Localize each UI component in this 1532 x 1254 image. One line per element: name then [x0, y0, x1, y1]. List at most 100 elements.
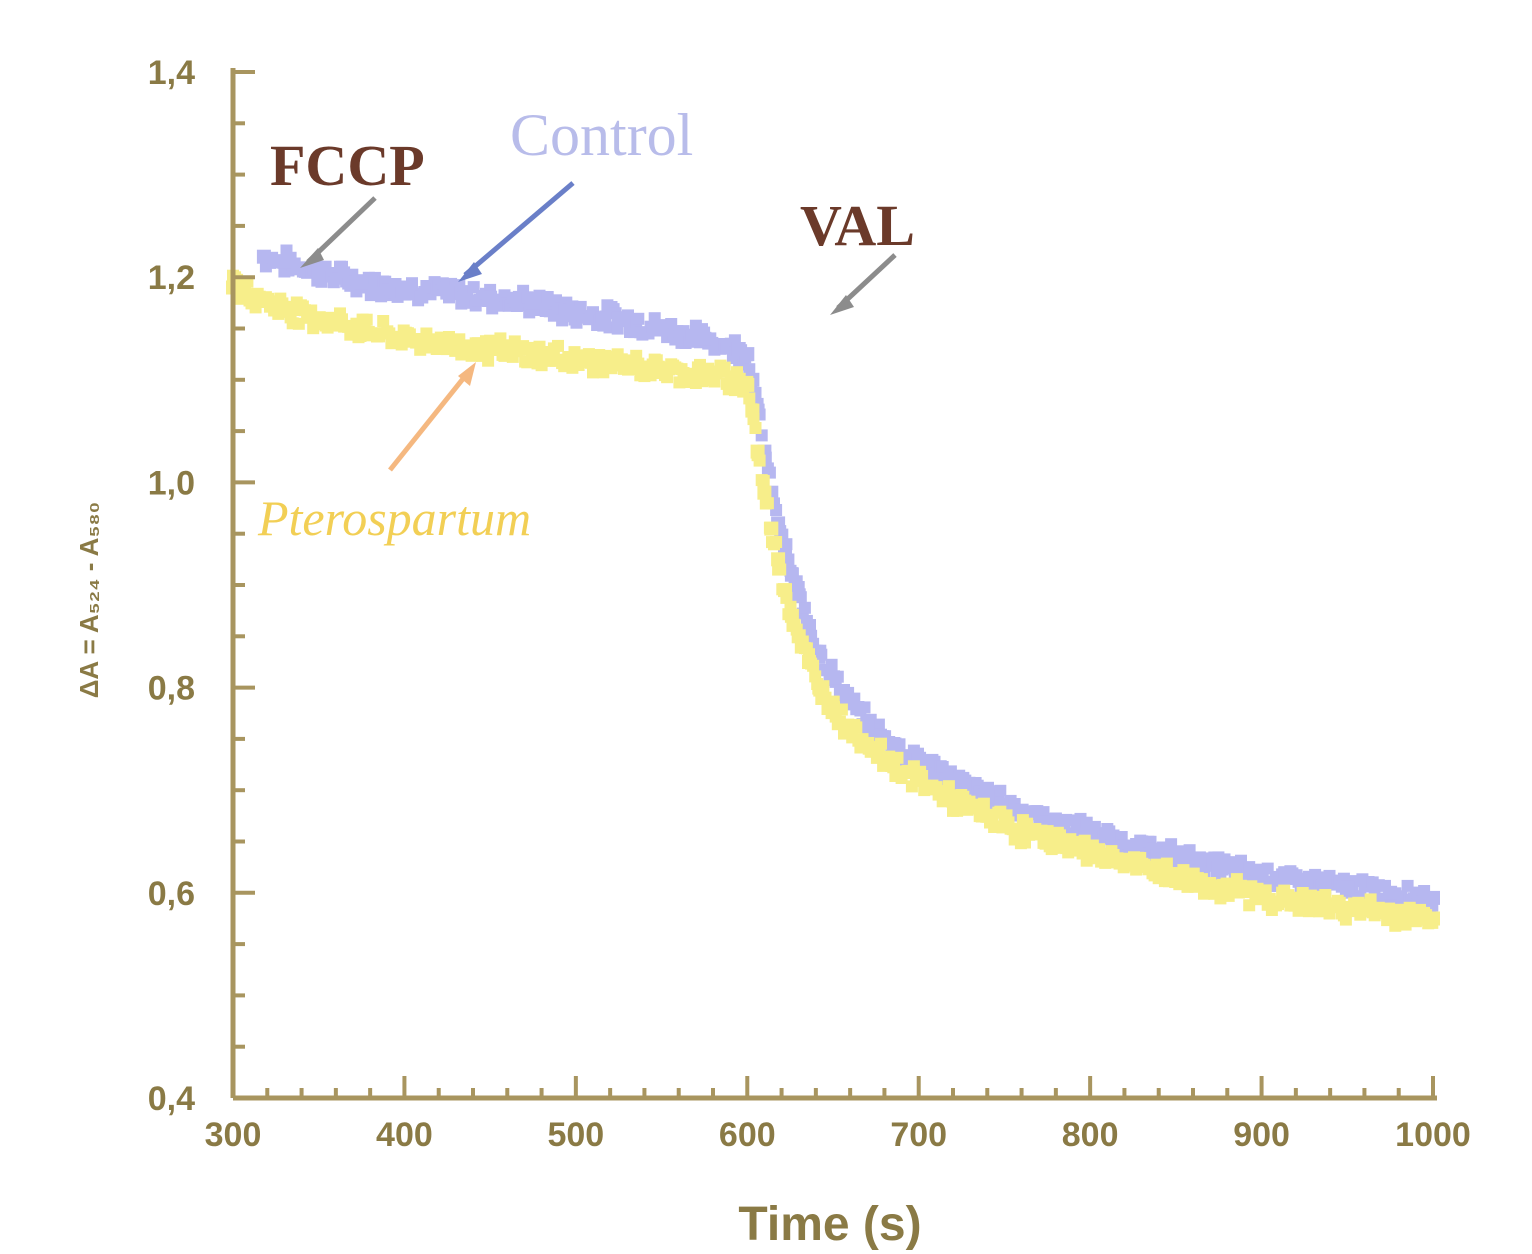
data-point-pterospartum: [745, 403, 760, 418]
data-point-pterospartum: [770, 536, 783, 548]
data-point-pterospartum: [757, 485, 772, 500]
data-point-pterospartum: [483, 342, 498, 356]
arrow-control-head: [458, 262, 482, 282]
data-point-pterospartum: [1168, 870, 1183, 885]
data-point-pterospartum: [843, 721, 858, 736]
data-point-pterospartum: [1126, 857, 1140, 872]
data-point-pterospartum: [1340, 901, 1355, 916]
data-point-pterospartum: [977, 797, 990, 810]
x-tick-label: 900: [1233, 1116, 1290, 1154]
x-tick-label: 800: [1062, 1116, 1119, 1154]
x-tick-label: 300: [205, 1116, 262, 1154]
data-point-pterospartum: [311, 311, 326, 326]
data-point-pterospartum: [377, 315, 390, 327]
y-tick-label: 1,4: [148, 54, 195, 92]
data-point-pterospartum: [397, 331, 412, 346]
data-point-control: [791, 588, 806, 603]
y-tick-label: 0,4: [148, 1080, 195, 1118]
data-point-pterospartum: [812, 680, 827, 695]
data-point-pterospartum: [354, 321, 369, 336]
data-point-pterospartum: [750, 444, 765, 459]
data-point-control: [1126, 839, 1140, 854]
data-point-pterospartum: [946, 793, 960, 808]
data-point-pterospartum: [277, 301, 292, 315]
data-point-pterospartum: [654, 362, 669, 377]
data-point-pterospartum: [482, 354, 495, 367]
data-point-control: [1037, 806, 1050, 819]
arrow-fccp-head: [300, 248, 324, 268]
x-axis-title: Time (s): [738, 1198, 921, 1251]
data-point-pterospartum: [774, 563, 787, 576]
data-point-control: [1254, 867, 1269, 882]
data-point-pterospartum: [1048, 834, 1063, 849]
data-point-pterospartum: [942, 780, 955, 793]
data-point-pterospartum: [568, 352, 583, 367]
data-point-control: [825, 658, 838, 671]
data-point-control: [994, 784, 1007, 797]
data-point-control: [1340, 880, 1355, 895]
data-point-pterospartum: [771, 552, 786, 567]
data-point-control: [782, 553, 795, 566]
data-point-pterospartum: [875, 737, 887, 750]
data-point-pterospartum: [802, 655, 816, 669]
y-tick-label: 1,0: [148, 464, 195, 502]
x-tick-label: 500: [547, 1116, 604, 1154]
data-point-control: [526, 295, 540, 310]
data-point-control: [826, 670, 840, 685]
data-point-pterospartum: [743, 392, 756, 405]
data-point-pterospartum: [860, 737, 875, 751]
data-point-control: [568, 306, 583, 321]
data-point-pterospartum: [740, 377, 755, 392]
data-point-pterospartum: [440, 336, 455, 351]
axes-layer: [230, 68, 1437, 1101]
data-point-control: [872, 718, 885, 731]
data-point-pterospartum: [761, 497, 774, 510]
data-point-control: [654, 321, 669, 336]
data-point-control: [467, 281, 480, 294]
data-point-pterospartum: [1014, 824, 1029, 839]
data-point-control: [798, 601, 811, 614]
data-point-control: [860, 716, 875, 731]
data-point-control: [277, 254, 292, 269]
data-point-control: [354, 275, 369, 290]
x-tick-label: 400: [376, 1116, 433, 1154]
data-point-control: [311, 265, 326, 280]
data-point-control: [1211, 860, 1226, 875]
data-point-pterospartum: [980, 808, 995, 823]
data-point-control: [886, 737, 900, 751]
arrow-val-head: [830, 295, 854, 315]
annotation-val: VAL: [800, 193, 915, 258]
data-point-control: [1165, 838, 1178, 851]
annotation-pterospartum: Pterospartum: [257, 490, 531, 546]
x-tick-label: 600: [719, 1116, 776, 1154]
labels-layer: 0,4 0,6 0,8 1,0 1,2 1,4 300 400 500 600 700 800 900 1…: [148, 54, 1471, 1154]
data-point-control: [1383, 885, 1398, 900]
data-point-control: [483, 290, 498, 305]
data-point-pterospartum: [697, 367, 712, 382]
arrow-control: [463, 181, 575, 277]
series-layer: [226, 244, 1440, 932]
y-tick-label: 1,2: [148, 259, 195, 297]
data-point-control: [1426, 890, 1440, 905]
y-tick-label: 0,6: [148, 875, 195, 913]
data-point-pterospartum: [1297, 896, 1312, 911]
data-point-pterospartum: [1041, 825, 1054, 838]
data-point-pterospartum: [1383, 906, 1398, 921]
data-point-pterospartum: [911, 772, 926, 787]
y-axis-title: ΔA = A₅₂₄ - A₅₈₀: [74, 502, 104, 699]
data-point-pterospartum: [951, 804, 964, 817]
data-point-pterospartum: [1254, 888, 1269, 903]
data-point-control: [611, 311, 626, 326]
data-point-pterospartum: [552, 339, 564, 352]
data-point-pterospartum: [826, 701, 840, 716]
data-point-pterospartum: [1211, 880, 1226, 895]
x-tick-label: 1000: [1395, 1116, 1471, 1154]
arrow-pterospartum-head: [458, 362, 476, 386]
data-point-pterospartum: [1426, 911, 1440, 926]
data-point-pterospartum: [1160, 857, 1173, 870]
data-point-pterospartum: [1083, 844, 1098, 859]
data-point-control: [397, 280, 412, 295]
data-point-control: [697, 331, 712, 346]
data-point-pterospartum: [749, 422, 762, 434]
